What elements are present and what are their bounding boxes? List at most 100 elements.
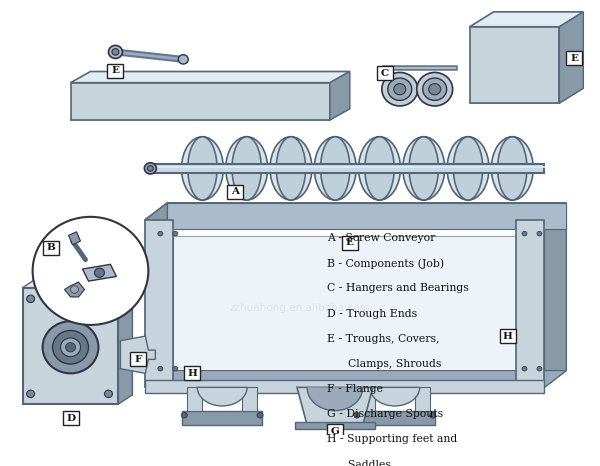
- Polygon shape: [355, 411, 434, 425]
- Circle shape: [537, 231, 542, 236]
- Circle shape: [257, 412, 263, 418]
- Circle shape: [104, 295, 112, 302]
- Ellipse shape: [403, 137, 445, 200]
- Circle shape: [382, 72, 418, 106]
- Circle shape: [178, 55, 188, 64]
- Ellipse shape: [491, 137, 533, 200]
- Ellipse shape: [320, 137, 350, 200]
- Ellipse shape: [232, 137, 262, 200]
- Polygon shape: [297, 387, 373, 425]
- Circle shape: [429, 83, 440, 95]
- Circle shape: [173, 366, 178, 371]
- Ellipse shape: [359, 137, 400, 200]
- Ellipse shape: [447, 137, 489, 200]
- Polygon shape: [145, 370, 566, 387]
- Text: G: G: [331, 427, 340, 436]
- Polygon shape: [145, 219, 173, 387]
- Circle shape: [522, 366, 527, 371]
- Text: C: C: [381, 69, 389, 78]
- Text: C - Hangers and Bearings: C - Hangers and Bearings: [327, 283, 469, 293]
- Circle shape: [112, 48, 119, 55]
- Polygon shape: [121, 336, 155, 373]
- Text: F - Flange: F - Flange: [327, 384, 383, 394]
- Polygon shape: [360, 387, 375, 411]
- Text: B - Components (Job): B - Components (Job): [327, 258, 444, 269]
- Polygon shape: [37, 278, 133, 395]
- Polygon shape: [71, 109, 350, 120]
- FancyBboxPatch shape: [566, 51, 583, 65]
- Text: E - Troughs, Covers,: E - Troughs, Covers,: [327, 334, 439, 344]
- Polygon shape: [370, 387, 420, 406]
- Ellipse shape: [276, 137, 305, 200]
- FancyBboxPatch shape: [342, 236, 358, 250]
- Text: D - Trough Ends: D - Trough Ends: [327, 308, 417, 319]
- Circle shape: [394, 83, 406, 95]
- Ellipse shape: [409, 137, 439, 200]
- Polygon shape: [197, 387, 247, 406]
- Polygon shape: [559, 12, 583, 103]
- FancyBboxPatch shape: [327, 424, 343, 438]
- Text: G - Discharge Spouts: G - Discharge Spouts: [327, 409, 443, 419]
- Polygon shape: [118, 278, 133, 404]
- Text: H: H: [503, 332, 512, 341]
- Polygon shape: [71, 82, 330, 120]
- Polygon shape: [145, 380, 544, 393]
- Text: B: B: [46, 243, 55, 252]
- Polygon shape: [307, 387, 363, 411]
- Polygon shape: [242, 387, 257, 411]
- Polygon shape: [23, 288, 118, 404]
- Polygon shape: [83, 264, 116, 281]
- Circle shape: [430, 412, 436, 418]
- Polygon shape: [68, 232, 80, 245]
- Text: A: A: [231, 187, 239, 196]
- FancyBboxPatch shape: [377, 66, 393, 80]
- Circle shape: [388, 78, 412, 100]
- Circle shape: [32, 217, 148, 325]
- Polygon shape: [173, 236, 517, 376]
- Polygon shape: [151, 164, 544, 173]
- Circle shape: [61, 338, 80, 356]
- Polygon shape: [71, 71, 350, 82]
- Text: Saddles: Saddles: [327, 459, 391, 466]
- Circle shape: [158, 366, 163, 371]
- Circle shape: [354, 412, 360, 418]
- Circle shape: [181, 412, 187, 418]
- Text: E: E: [346, 239, 354, 247]
- Circle shape: [26, 390, 35, 397]
- Circle shape: [148, 165, 154, 171]
- Circle shape: [43, 321, 98, 373]
- Ellipse shape: [454, 137, 483, 200]
- Circle shape: [65, 343, 76, 352]
- Circle shape: [173, 231, 178, 236]
- Circle shape: [53, 330, 88, 364]
- Circle shape: [145, 163, 157, 174]
- Ellipse shape: [226, 137, 268, 200]
- Circle shape: [158, 231, 163, 236]
- Ellipse shape: [365, 137, 394, 200]
- Polygon shape: [470, 88, 583, 103]
- Circle shape: [94, 268, 104, 277]
- FancyBboxPatch shape: [227, 185, 243, 199]
- FancyBboxPatch shape: [43, 240, 59, 254]
- Circle shape: [26, 295, 35, 302]
- Text: H: H: [187, 369, 197, 378]
- Text: Clamps, Shrouds: Clamps, Shrouds: [327, 359, 442, 369]
- Circle shape: [71, 286, 79, 293]
- FancyBboxPatch shape: [107, 63, 124, 77]
- Polygon shape: [470, 27, 559, 103]
- Text: H - Supporting feet and: H - Supporting feet and: [327, 434, 457, 445]
- Polygon shape: [65, 282, 85, 297]
- Polygon shape: [182, 411, 262, 425]
- Ellipse shape: [181, 137, 223, 200]
- Polygon shape: [145, 203, 566, 219]
- Circle shape: [109, 45, 122, 58]
- Text: E: E: [571, 54, 578, 63]
- Polygon shape: [167, 203, 566, 229]
- Ellipse shape: [188, 137, 217, 200]
- Polygon shape: [145, 203, 167, 387]
- Text: zzhuahong.en.alibaba.com: zzhuahong.en.alibaba.com: [230, 303, 370, 313]
- Polygon shape: [415, 387, 430, 411]
- Polygon shape: [151, 164, 544, 173]
- FancyBboxPatch shape: [130, 352, 146, 366]
- Polygon shape: [23, 278, 133, 288]
